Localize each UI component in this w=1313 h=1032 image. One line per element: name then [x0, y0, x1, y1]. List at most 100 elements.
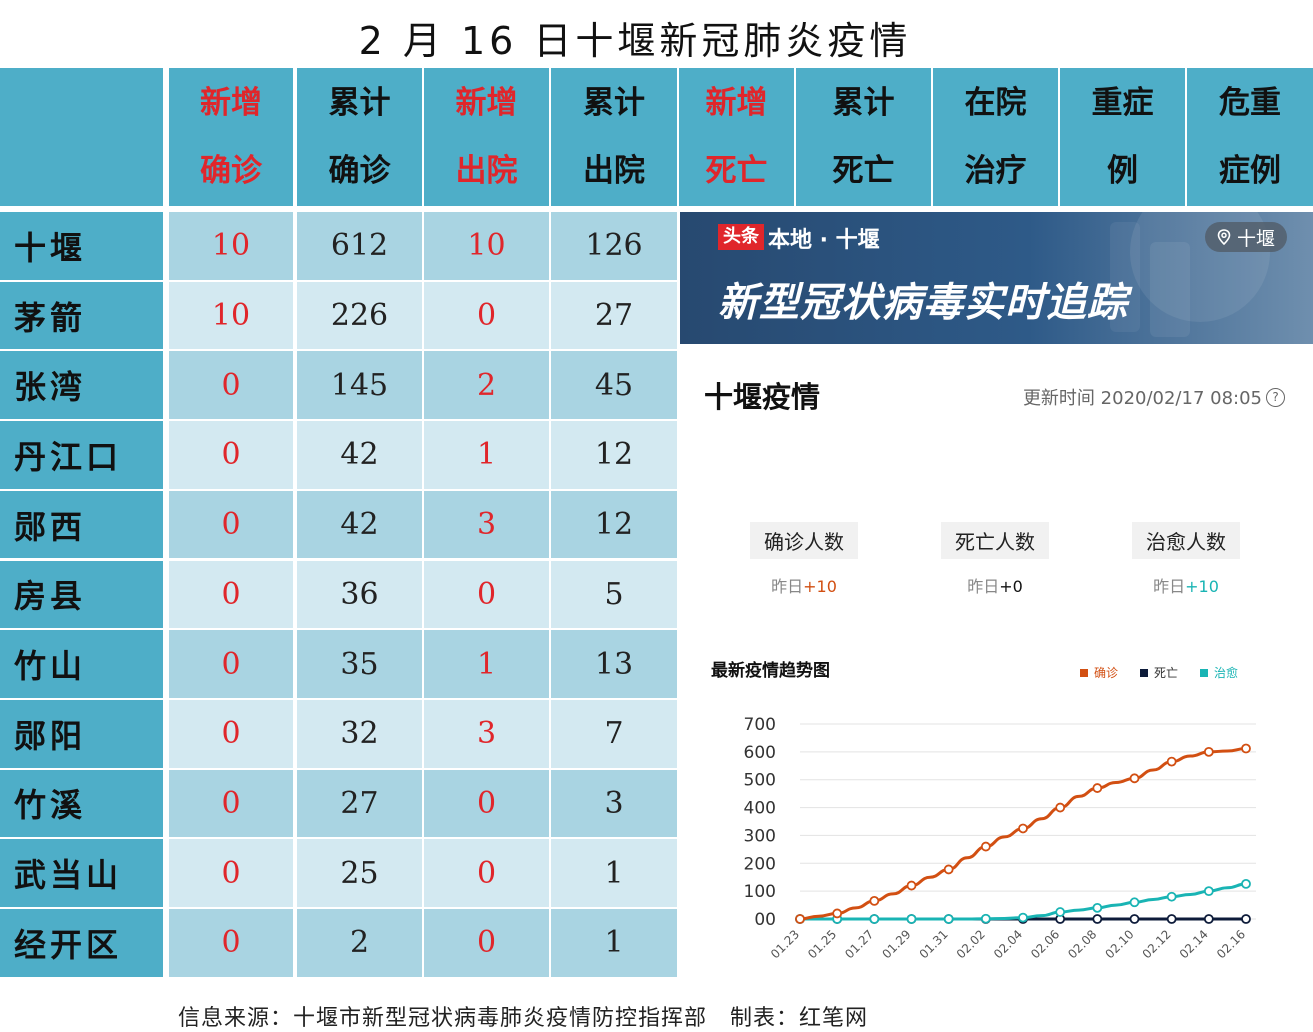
x-tick-label: 02.08 [1065, 927, 1099, 961]
table-cell-new-discharged: 1 [424, 421, 549, 489]
table-cell-new-confirmed: 0 [169, 351, 293, 420]
stat-card: 确诊人数昨日+10 [714, 522, 894, 597]
stat-delta: +10 [1185, 577, 1219, 596]
help-icon[interactable]: ? [1266, 387, 1285, 407]
data-point [1055, 802, 1066, 813]
data-point [1166, 756, 1177, 767]
tracker-panel: 头条 本地 · 十堰 十堰 新型冠状病毒实时追踪 十堰疫情 更新时间 2020/… [680, 212, 1313, 968]
legend-swatch [1140, 668, 1148, 677]
y-tick-label: 600 [744, 743, 776, 763]
table-cell-total-confirmed: 36 [297, 560, 422, 629]
y-tick-label: 00 [754, 910, 776, 930]
city-name: 竹山 [0, 630, 163, 698]
table-corner-header [0, 68, 163, 206]
table-cell-total-discharged: 126 [551, 212, 677, 280]
city-name: 经开区 [0, 909, 163, 977]
data-point [1055, 907, 1066, 917]
table-cell-new-discharged: 0 [424, 909, 549, 977]
column-header: 在院 治疗 [933, 68, 1058, 206]
city-name: 十堰 [0, 212, 163, 280]
y-tick-label: 700 [744, 715, 776, 735]
stat-prefix: 昨日 [771, 577, 804, 596]
y-tick-label: 300 [744, 826, 776, 846]
y-tick-label: 200 [744, 854, 776, 874]
table-cell-new-discharged: 0 [424, 769, 549, 838]
toutiao-logo: 头条 [718, 224, 764, 250]
table-cell-total-confirmed: 32 [297, 699, 422, 768]
table-cell-total-discharged: 5 [551, 560, 677, 629]
legend-swatch [1080, 668, 1088, 677]
stat-label: 确诊人数 [750, 522, 858, 559]
table-cell-new-discharged: 1 [424, 630, 549, 698]
table-cell-total-discharged: 45 [551, 351, 677, 420]
table-cell-new-confirmed: 0 [169, 699, 293, 768]
x-tick-label: 02.04 [991, 927, 1025, 961]
location-pin-icon [1217, 229, 1231, 245]
legend-item: 确诊 [1080, 664, 1118, 681]
city-name: 郧阳 [0, 699, 163, 768]
table-cell-total-confirmed: 35 [297, 630, 422, 698]
column-header-line2: 死亡 [832, 153, 895, 189]
column-header-line1: 新增 [200, 85, 262, 121]
x-tick-label: 01.29 [879, 927, 913, 961]
column-header-line2: 出院 [455, 153, 518, 189]
series-line [799, 747, 1247, 921]
column-header: 重症例 [1060, 68, 1185, 206]
table-cell-total-discharged: 13 [551, 630, 677, 698]
data-point [832, 908, 843, 919]
stat-delta: +10 [803, 577, 837, 596]
data-point [1166, 891, 1177, 902]
update-time-text: 更新时间 2020/02/17 08:05 [1022, 388, 1262, 409]
column-header-line1: 新增 [455, 85, 518, 121]
x-tick-label: 01.31 [917, 927, 951, 961]
column-header-line2: 治疗 [964, 153, 1027, 189]
table-cell-new-confirmed: 0 [169, 769, 293, 838]
table-cell-total-discharged: 7 [551, 699, 677, 768]
column-header: 危重 症例 [1187, 68, 1313, 206]
column-header: 新增 出院 [424, 68, 549, 206]
table-cell-total-discharged: 27 [551, 281, 677, 350]
x-tick-label: 01.23 [768, 927, 802, 961]
table-cell-new-discharged: 3 [424, 490, 549, 559]
city-name: 丹江口 [0, 421, 163, 489]
data-point [943, 864, 954, 875]
location-pill[interactable]: 十堰 [1204, 222, 1287, 252]
legend-item: 死亡 [1140, 664, 1178, 681]
column-header-line1: 累计 [832, 85, 895, 121]
stat-yesterday: 昨日+10 [1096, 573, 1276, 597]
table-cell-new-discharged: 0 [424, 281, 549, 350]
legend-label: 确诊 [1094, 666, 1119, 680]
column-header-line2: 出院 [583, 153, 645, 189]
table-cell-total-confirmed: 612 [297, 212, 422, 280]
stat-label: 治愈人数 [1132, 522, 1240, 559]
city-name: 武当山 [0, 839, 163, 907]
legend-item: 治愈 [1200, 664, 1238, 681]
table-cell-new-confirmed: 0 [169, 909, 293, 977]
stat-label: 死亡人数 [941, 522, 1049, 559]
table-cell-total-discharged: 1 [551, 909, 677, 977]
city-name: 茅箭 [0, 281, 163, 350]
column-header-line2: 症例 [1219, 153, 1281, 189]
table-cell-total-confirmed: 226 [297, 281, 422, 350]
source-footer: 信息来源：十堰市新型冠状病毒肺炎疫情防控指挥部 制表：红笔网 [178, 1006, 869, 1031]
location-pill-label: 十堰 [1236, 227, 1275, 250]
panel-title: 十堰疫情 [704, 380, 821, 414]
data-point [1241, 914, 1251, 924]
table-cell-total-confirmed: 27 [297, 769, 422, 838]
table-cell-new-confirmed: 0 [169, 490, 293, 559]
data-point [1129, 773, 1140, 784]
data-point [943, 914, 954, 924]
data-point [1129, 897, 1140, 908]
table-cell-total-discharged: 12 [551, 421, 677, 489]
stat-yesterday: 昨日+10 [714, 573, 894, 597]
city-name: 房县 [0, 560, 163, 629]
city-name: 竹溪 [0, 769, 163, 838]
data-point [795, 914, 805, 924]
data-point [1018, 823, 1028, 834]
stat-prefix: 昨日 [1153, 577, 1186, 596]
table-cell-new-confirmed: 0 [169, 560, 293, 629]
chart-title: 最新疫情趋势图 [711, 661, 830, 681]
table-cell-new-discharged: 10 [424, 212, 549, 280]
y-tick-label: 100 [744, 882, 776, 902]
